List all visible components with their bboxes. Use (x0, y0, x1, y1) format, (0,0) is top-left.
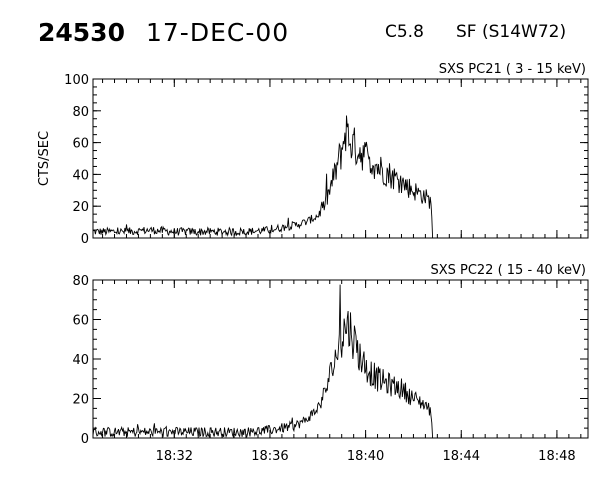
x-tick-label: 18:32 (156, 449, 193, 464)
y-tick-label: 40 (72, 353, 89, 368)
goes-class: C5.8 (385, 22, 424, 42)
x-tick-label: 18:36 (251, 449, 288, 464)
x-tick-label: 18:40 (347, 449, 384, 464)
panel-title: SXS PC22 ( 15 - 40 keV) (430, 263, 586, 278)
panel-pc22: SXS PC22 ( 15 - 40 keV) 0 20 40 60 80 18:32 18:… (72, 263, 589, 464)
y-tick-label: 0 (81, 432, 89, 447)
x-tick-label: 18:44 (443, 449, 480, 464)
y-tick-label: 60 (72, 137, 89, 152)
y-tick-label: 20 (72, 200, 89, 215)
y-tick-label: 40 (72, 168, 89, 183)
y-tick-label: 80 (72, 105, 89, 120)
event-id: 24530 (38, 18, 125, 47)
y-tick-label: 0 (81, 232, 89, 247)
y-tick-label: 20 (72, 393, 89, 408)
event-date: 17-DEC-00 (146, 18, 290, 47)
y-axis-label: CTS/SEC (37, 131, 52, 186)
panel-pc21: SXS PC21 ( 3 - 15 keV) CTS/SEC 0 20 40 60 80 10… (37, 62, 589, 247)
flare-location: SF (S14W72) (456, 22, 567, 42)
series-line (92, 284, 434, 439)
series-line (92, 115, 434, 239)
y-tick-label: 80 (72, 274, 89, 289)
panel-title: SXS PC21 ( 3 - 15 keV) (439, 62, 586, 77)
y-tick-label: 60 (72, 314, 89, 329)
y-tick-label: 100 (64, 73, 89, 88)
x-tick-label: 18:48 (538, 449, 575, 464)
